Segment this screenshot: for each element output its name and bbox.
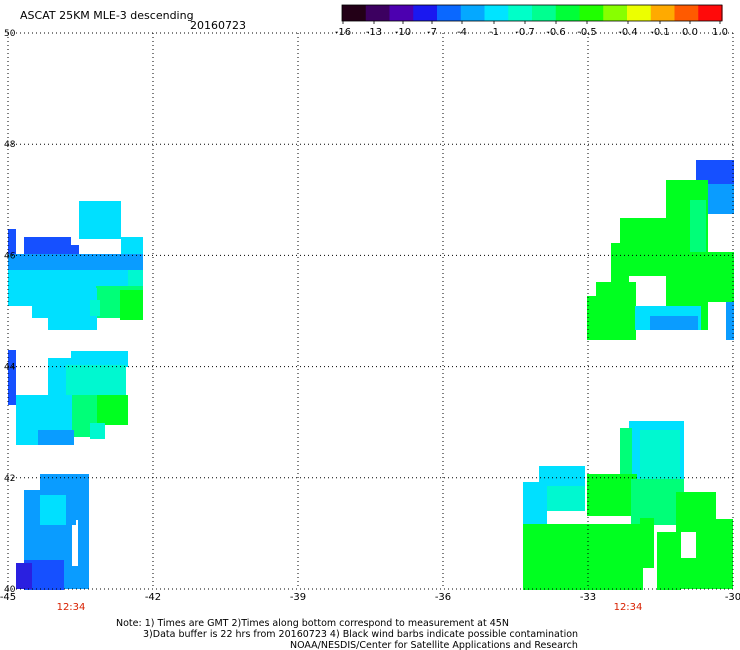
latitude-label: 42 <box>4 474 15 484</box>
swath-cell <box>120 290 143 320</box>
colorbar-tick-label: -4 <box>457 27 467 38</box>
colorbar-segment <box>532 5 556 21</box>
swath-cell <box>66 365 126 395</box>
swath-cell <box>657 532 681 590</box>
latitude-label: 44 <box>4 363 16 373</box>
product-date: 20160723 <box>190 19 246 32</box>
swath-cell <box>523 524 643 590</box>
swath-cell <box>708 252 734 302</box>
longitude-label: -36 <box>435 592 451 603</box>
latitude-label: 46 <box>4 251 16 261</box>
swath-cell <box>64 566 88 589</box>
colorbar-segment <box>390 5 414 21</box>
swath-cell <box>587 296 599 340</box>
swath-cell <box>705 184 734 214</box>
longitude-label: -42 <box>145 592 161 603</box>
colorbar-segment <box>651 5 675 21</box>
swath-cell <box>32 288 97 318</box>
latitude-tick-labels: 40 42 44 46 48 50 <box>4 29 16 595</box>
product-title: ASCAT 25KM MLE-3 descending <box>20 9 194 22</box>
colorbar-segment <box>437 5 461 21</box>
colorbar-tick-label: -1 <box>489 27 499 38</box>
colorbar-segment <box>603 5 627 21</box>
pass-time-label-east: 12:34 <box>614 602 643 613</box>
swath-cell <box>678 558 733 589</box>
longitude-label: -30 <box>725 592 740 603</box>
swath-cell <box>547 486 585 511</box>
colorbar-segment <box>675 5 699 21</box>
swath-cell <box>96 395 128 425</box>
swath-cell <box>48 316 97 330</box>
swath-cell <box>710 519 733 544</box>
colorbar-segment <box>508 5 532 21</box>
swath-cell <box>650 316 698 330</box>
swath-cell <box>640 518 654 568</box>
colorbar-segment <box>461 5 485 21</box>
swath-cell <box>16 563 32 589</box>
swath-cell <box>38 270 128 288</box>
swath-cell <box>40 495 66 525</box>
latitude-label: 48 <box>4 140 16 150</box>
longitude-label: -33 <box>580 592 596 603</box>
pass-time-label-west: 12:34 <box>57 602 86 613</box>
colorbar-segment <box>366 5 390 21</box>
swath-data-layer <box>8 160 734 590</box>
swath-cell <box>620 428 632 478</box>
colorbar-segment <box>485 5 509 21</box>
swath-cell <box>24 237 71 254</box>
swath-cell <box>587 474 637 516</box>
swath-cell <box>596 282 636 340</box>
colorbar-segment <box>627 5 651 21</box>
swath-cell <box>523 482 547 524</box>
swath-cell <box>690 200 706 252</box>
colorbar-segment <box>580 5 604 21</box>
latitude-label: 50 <box>4 29 16 39</box>
colorbar-segment <box>698 5 722 21</box>
colorbar-segment <box>342 5 366 21</box>
footer-note-line2: 3)Data buffer is 22 hrs from 20160723 4)… <box>143 629 578 640</box>
swath-cell <box>640 430 680 480</box>
swath-cell <box>71 245 79 255</box>
colorbar-segment <box>413 5 437 21</box>
swath-cell <box>71 351 128 367</box>
swath-cell <box>8 254 143 272</box>
swath-cell <box>8 350 16 405</box>
swath-cell <box>38 430 74 445</box>
swath-cell <box>79 201 121 239</box>
swath-cell <box>90 300 100 316</box>
longitude-label: -39 <box>290 592 306 603</box>
colorbar-segment <box>556 5 580 21</box>
footer-note-line1: Note: 1) Times are GMT 2)Times along bot… <box>116 618 509 629</box>
footer-credit: NOAA/NESDIS/Center for Satellite Applica… <box>290 640 578 650</box>
latitude-label: 40 <box>4 585 16 595</box>
swath-cell <box>90 423 105 439</box>
